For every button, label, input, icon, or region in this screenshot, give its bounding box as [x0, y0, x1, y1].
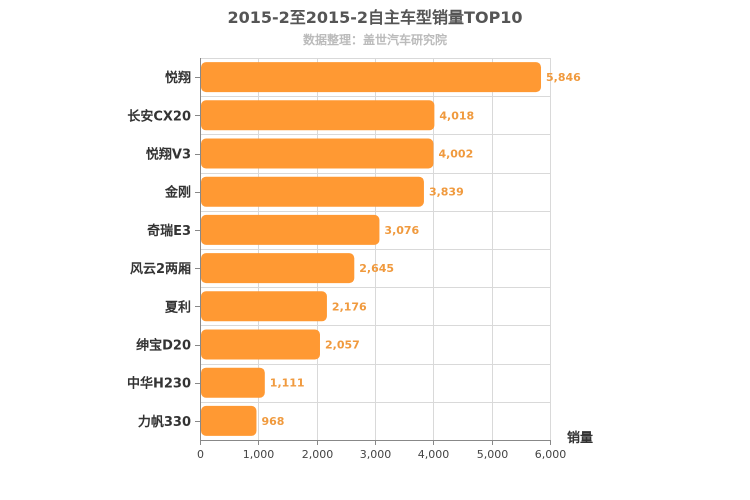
data-label: 1,111	[270, 377, 305, 390]
y-tick-label: 金刚	[164, 185, 191, 201]
x-tick-label: 2,000	[302, 448, 334, 461]
data-label: 3,076	[384, 224, 419, 237]
data-label: 968	[261, 415, 284, 428]
y-tick-label: 长安CX20	[127, 108, 191, 124]
data-label: 3,839	[429, 186, 464, 199]
bar	[201, 138, 434, 169]
y-tick-label: 夏利	[164, 299, 191, 315]
y-tick-label: 中华H230	[127, 376, 191, 392]
x-tick-label: 6,000	[535, 448, 567, 461]
data-label: 5,846	[546, 71, 581, 84]
bar	[201, 253, 355, 284]
data-label: 4,018	[439, 109, 474, 122]
data-label: 2,057	[325, 339, 360, 352]
chart-subtitle: 数据整理：盖世汽车研究院	[302, 33, 447, 47]
data-label: 4,002	[438, 148, 473, 161]
x-tick-label: 1,000	[243, 448, 275, 461]
y-tick-label: 风云2两厢	[130, 262, 191, 277]
x-tick-label: 0	[197, 448, 204, 461]
x-tick-label: 3,000	[360, 448, 392, 461]
y-tick-label: 奇瑞E3	[147, 223, 191, 239]
data-label: 2,645	[359, 262, 394, 275]
x-axis-title: 销量	[567, 430, 593, 446]
bar	[201, 291, 327, 322]
bar	[201, 367, 265, 398]
bar	[201, 62, 542, 93]
x-tick-label: 5,000	[477, 448, 509, 461]
grid	[200, 58, 551, 441]
y-tick-label: 悦翔	[165, 70, 191, 86]
y-tick-label: 力帆330	[138, 414, 191, 430]
bar	[201, 214, 380, 245]
bars: 5,846 4,018 4,002 3,839 3,076 2,645 2,176 2,057…	[201, 62, 581, 436]
bar	[201, 405, 257, 436]
bar	[201, 329, 320, 360]
bar	[201, 176, 424, 207]
x-tick-label: 4,000	[418, 448, 450, 461]
y-tick-label: 绅宝D20	[136, 338, 191, 354]
bar	[201, 100, 435, 131]
y-tick-label: 悦翔V3	[146, 147, 191, 163]
data-label: 2,176	[332, 300, 367, 313]
chart-title: 2015-2至2015-2自主车型销量TOP10	[227, 8, 523, 27]
